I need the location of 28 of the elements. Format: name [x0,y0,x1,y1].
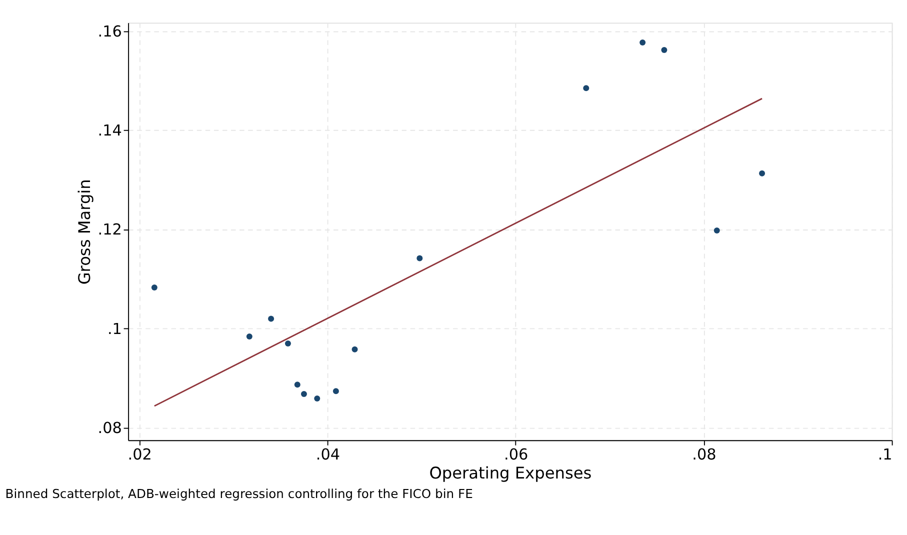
point [246,334,252,340]
x-tick-label: .08 [692,446,716,464]
point [151,284,158,290]
point [583,85,590,92]
x-tick-label: .02 [128,446,152,464]
y-axis-title: Gross Margin [75,179,94,285]
y-tick-label: .1 [107,320,122,338]
x-axis-title: Operating Expenses [429,464,592,483]
x-tick-label: .06 [504,446,528,464]
point [714,227,720,234]
point [661,46,668,53]
point [284,340,291,346]
point [268,316,274,322]
point [640,40,646,46]
point [332,388,339,394]
point [300,391,307,398]
text: Binned Scatterplot, ADB-weighted regression controlling for the FICO bin FE [5,487,473,502]
x-tick-label: .04 [316,446,340,464]
y-tick-label: .12 [98,220,122,239]
x-tick-label: .1 [878,446,892,464]
y-tick-label: .14 [98,122,122,140]
y-tick-label: .16 [98,22,122,40]
point [759,170,766,176]
point [294,382,300,388]
point [416,255,423,262]
point [352,346,358,352]
y-tick-label: .08 [98,418,122,437]
point [314,396,320,402]
